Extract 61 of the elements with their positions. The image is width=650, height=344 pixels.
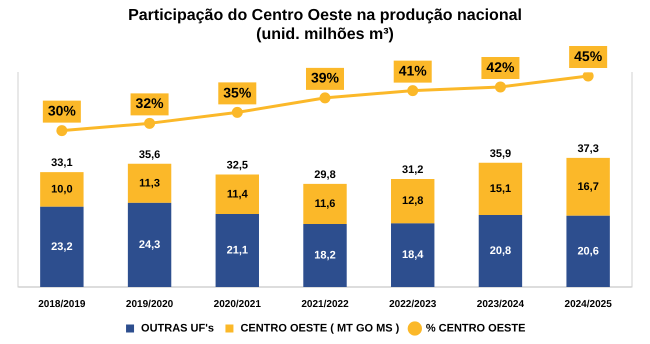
point: [144, 118, 156, 129]
data-label: 39%: [310, 70, 340, 86]
legend-label: OUTRAS UF's: [141, 322, 214, 335]
total-label: 33,1: [51, 157, 73, 170]
data-label: 16,7: [577, 180, 599, 193]
bar: [391, 179, 434, 224]
data-label: 35%: [223, 84, 252, 100]
x-tick-label: 2024/2025: [564, 298, 612, 310]
total-label: 35,6: [138, 148, 160, 161]
legend-label: CENTRO OESTE ( MT GO MS ): [240, 322, 400, 335]
bar: [303, 184, 347, 224]
legend-label: % CENTRO OESTE: [426, 322, 526, 335]
bar: [216, 174, 259, 214]
total-label: 31,2: [402, 164, 424, 176]
bar: [128, 164, 172, 203]
data-label: 20,6: [577, 245, 599, 258]
x-tick-label: 2023/2024: [476, 298, 524, 310]
point: [407, 85, 418, 96]
data-label: 32%: [136, 95, 164, 112]
bar: [128, 202, 172, 287]
total-label: 29,8: [314, 168, 336, 181]
total-label: 37,3: [577, 142, 599, 155]
point: [494, 81, 506, 92]
point: [320, 92, 330, 104]
bar: [40, 172, 84, 207]
data-label: 10,0: [51, 183, 73, 196]
data-label: 41%: [398, 62, 428, 78]
data-label: 45%: [574, 48, 603, 64]
x-tick-label: 2018/2019: [38, 298, 86, 310]
data-label: 30%: [48, 102, 76, 118]
data-label: 11,3: [139, 177, 160, 190]
data-label: 24,3: [138, 238, 160, 251]
data-label: 18,4: [402, 249, 424, 262]
x-tick-label: 2022/2023: [389, 298, 437, 310]
bar: [478, 215, 522, 287]
data-label: 11,4: [226, 188, 249, 200]
point: [56, 125, 68, 136]
bar: [216, 214, 259, 287]
x-tick-label: 2020/2021: [214, 298, 262, 310]
data-label: 21,1: [226, 244, 248, 257]
bar: [478, 162, 522, 216]
data-label: 15,1: [490, 182, 512, 195]
chart-subtitle: (unid. milhões m³): [256, 26, 394, 44]
bar: [303, 224, 347, 287]
point: [232, 106, 243, 118]
total-label: 35,9: [490, 148, 512, 160]
data-label: 12,8: [402, 195, 424, 208]
x-tick-label: 2021/2022: [301, 298, 350, 310]
total-label: 32,5: [226, 160, 248, 172]
data-label: 11,6: [314, 198, 336, 210]
bar: [391, 223, 434, 287]
chart-title: Participação do Centro Oeste na produção nacional: [128, 7, 522, 24]
point: [582, 72, 594, 82]
bar: [40, 206, 84, 287]
bar: [566, 216, 610, 287]
data-label: 23,2: [51, 240, 73, 253]
data-label: 20,8: [490, 245, 512, 258]
data-label: 42%: [486, 58, 515, 75]
x-tick-label: 2019/2020: [126, 298, 174, 310]
bar: [566, 158, 610, 216]
data-label: 18,2: [314, 250, 336, 262]
